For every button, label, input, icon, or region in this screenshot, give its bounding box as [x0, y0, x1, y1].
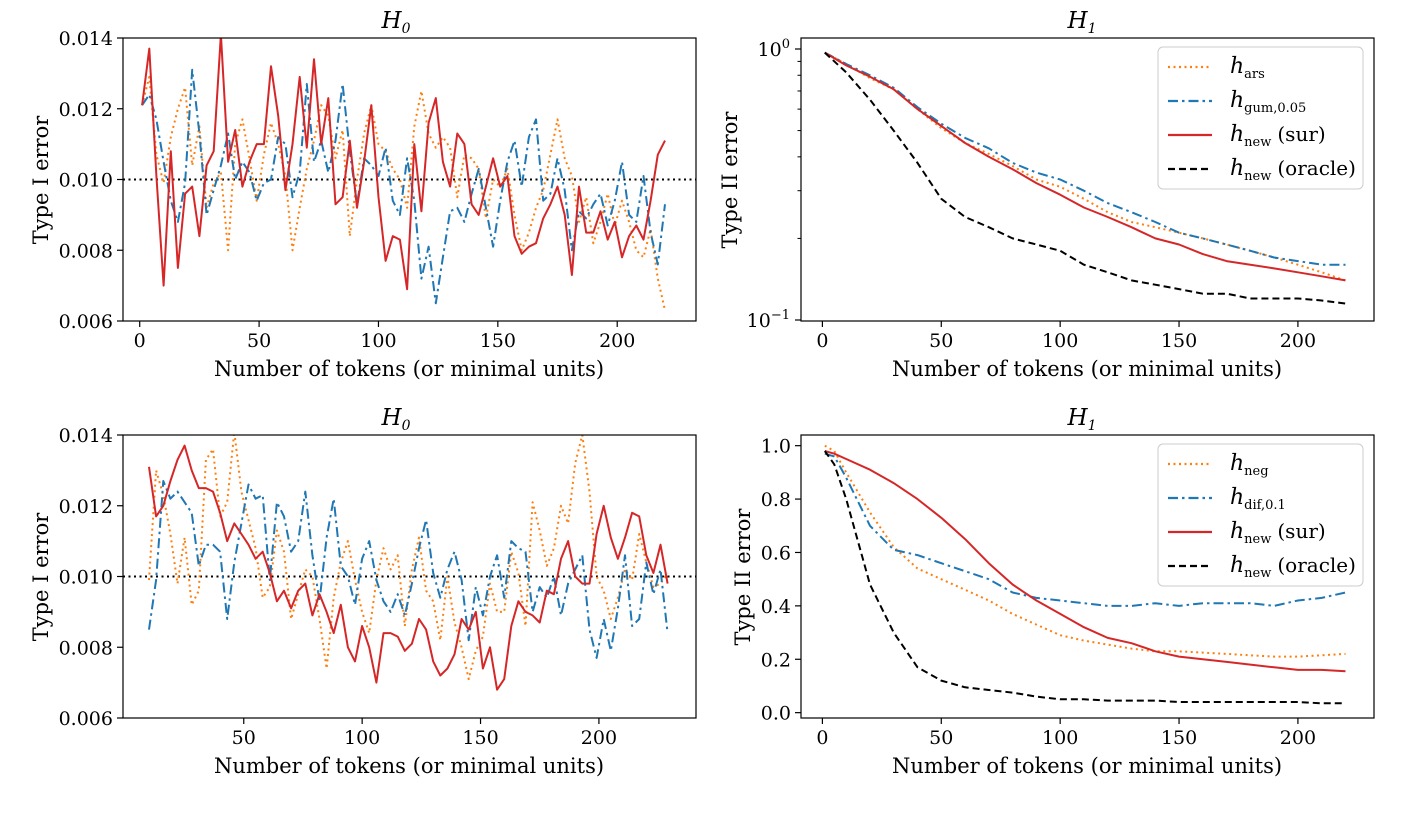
series-group	[148, 435, 669, 691]
panel-bottom-left: H0 50 100 150 200 0.006 0.008 0.010 0.01…	[29, 405, 697, 778]
legend-label-sur: hnew (sur)	[1230, 122, 1326, 150]
series-group	[823, 444, 1346, 705]
series-line-gum	[824, 51, 1346, 266]
legend-label-oracle: hnew (oracle)	[1230, 156, 1356, 184]
legend-label-neg: hneg	[1230, 451, 1269, 479]
y-tick-label-4: 0.8	[761, 489, 791, 511]
series-line-oracle	[824, 51, 1346, 305]
plot-frame	[800, 37, 1375, 322]
series-line-ars	[148, 435, 669, 681]
legend-label-oracle: hnew (oracle)	[1230, 553, 1356, 581]
panel-title: H0	[381, 8, 411, 37]
x-tick-label-0: 0	[134, 330, 146, 352]
legend-label-dif: hdif,0.1	[1230, 485, 1286, 513]
legend-box	[1157, 443, 1364, 587]
x-tick-label-2: 150	[462, 727, 498, 749]
panel-bottom-right: H1 0 50 100 150 200 0.0 0.2 0.4 0.6 0.8 …	[731, 405, 1375, 778]
x-tick-label-2: 100	[1042, 727, 1078, 749]
x-axis-label: Number of tokens (or minimal units)	[214, 357, 604, 381]
y-tick-label-0: 0.006	[59, 311, 113, 333]
y-axis-label: Type I error	[29, 115, 53, 245]
y-tick-label-0: 0.006	[59, 708, 113, 730]
legend: hars hgum,0.05 hnew (sur) hnew (oracle)	[1157, 46, 1364, 190]
x-tick-label-3: 150	[1161, 330, 1197, 352]
y-tick-label-2: 0.010	[59, 567, 113, 589]
y-ticks: 0.006 0.008 0.010 0.012 0.014	[59, 28, 123, 333]
legend-label-ars: hars	[1230, 54, 1265, 82]
x-tick-label-4: 200	[599, 330, 635, 352]
y-tick-label-3: 0.012	[59, 99, 113, 121]
x-tick-label-0: 50	[232, 727, 256, 749]
panel-title: H0	[381, 405, 411, 434]
y-tick-label-4: 0.014	[59, 425, 113, 447]
y-ticks-log: 100 10−1	[747, 37, 801, 332]
x-tick-label-3: 150	[1161, 727, 1197, 749]
y-axis-label: Type II error	[731, 508, 755, 646]
x-axis-label: Number of tokens (or minimal units)	[214, 754, 604, 778]
series-line-oracle	[823, 450, 1346, 705]
x-tick-label-0: 0	[816, 727, 828, 749]
plot-frame	[800, 434, 1375, 719]
x-ticks: 0 50 100 150 200	[816, 718, 1316, 749]
legend-label-gum: hgum,0.05	[1230, 88, 1306, 116]
y-tick-label-1: 10−1	[747, 308, 790, 332]
x-axis-label: Number of tokens (or minimal units)	[892, 754, 1282, 778]
y-ticks: 0.0 0.2 0.4 0.6 0.8 1.0	[761, 436, 801, 725]
y-axis-label: Type I error	[29, 512, 53, 642]
legend-label-sur: hnew (sur)	[1230, 519, 1326, 547]
x-tick-label-1: 50	[247, 330, 271, 352]
x-tick-label-3: 150	[480, 330, 516, 352]
series-line-gum	[824, 452, 1346, 607]
x-ticks: 0 50 100 150 200	[816, 321, 1316, 352]
series-group	[824, 51, 1346, 305]
x-ticks: 0 50 100 150 200	[134, 321, 635, 352]
x-tick-label-2: 100	[360, 330, 396, 352]
x-tick-label-1: 50	[929, 330, 953, 352]
y-tick-label-1: 0.2	[761, 649, 791, 671]
x-tick-label-4: 200	[1280, 330, 1316, 352]
x-tick-label-1: 100	[344, 727, 380, 749]
x-axis-label: Number of tokens (or minimal units)	[892, 357, 1282, 381]
series-group	[141, 38, 666, 311]
panel-title: H1	[1067, 405, 1097, 434]
series-line-sur	[824, 450, 1346, 673]
y-tick-label-3: 0.012	[59, 496, 113, 518]
y-ticks: 0.006 0.008 0.010 0.012 0.014	[59, 425, 123, 730]
legend-box	[1157, 46, 1364, 190]
y-tick-label-0: 100	[758, 37, 790, 61]
y-tick-label-1: 0.008	[59, 240, 113, 262]
y-tick-label-4: 0.014	[59, 28, 113, 50]
y-tick-label-2: 0.010	[59, 170, 113, 192]
panel-title: H1	[1067, 8, 1097, 37]
x-tick-label-4: 200	[1280, 727, 1316, 749]
x-ticks: 50 100 150 200	[232, 718, 617, 749]
x-tick-label-2: 100	[1042, 330, 1078, 352]
y-tick-label-1: 0.008	[59, 637, 113, 659]
panel-top-right: H1 0 50 100 150 200 100 10−1 Number of t…	[718, 8, 1375, 381]
x-tick-label-1: 50	[929, 727, 953, 749]
y-tick-label-0: 0.0	[761, 703, 791, 725]
x-tick-label-0: 0	[816, 330, 828, 352]
series-line-ars	[824, 444, 1346, 658]
panel-top-left: H0 0 50 100 150 200 0.006 0.008 0.010 0.…	[29, 8, 697, 381]
x-tick-label-3: 200	[581, 727, 617, 749]
series-line-sur	[148, 444, 669, 691]
series-line-gum	[148, 480, 669, 659]
series-line-gum	[141, 68, 666, 305]
series-line-sur	[141, 38, 666, 291]
series-line-sur	[824, 51, 1346, 282]
y-tick-label-2: 0.4	[761, 596, 791, 618]
y-axis-label: Type II error	[718, 111, 742, 249]
y-tick-label-3: 0.6	[761, 542, 791, 564]
y-tick-label-5: 1.0	[761, 436, 791, 458]
legend: hneg hdif,0.1 hnew (sur) hnew (oracle)	[1157, 443, 1364, 587]
